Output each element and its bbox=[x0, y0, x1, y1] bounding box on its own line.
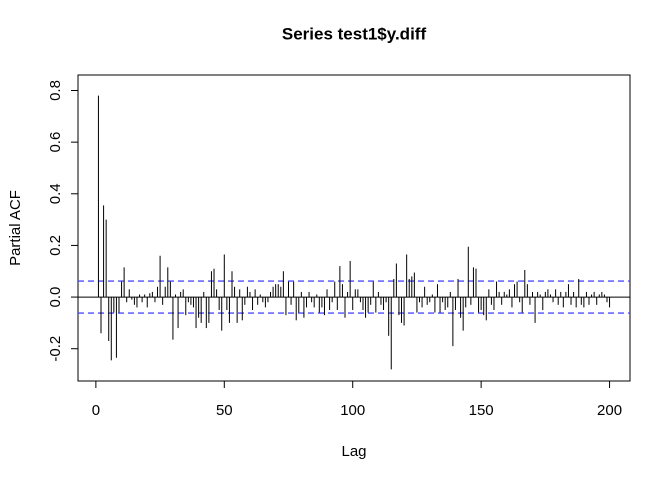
y-tick-label: 0.4 bbox=[47, 183, 64, 204]
y-tick-label: 0.6 bbox=[47, 132, 64, 153]
y-tick-label: 0.0 bbox=[47, 287, 64, 308]
x-tick-label: 200 bbox=[597, 402, 622, 419]
x-tick-label: 0 bbox=[92, 402, 100, 419]
x-axis-label: Lag bbox=[341, 443, 366, 460]
y-axis-label: Partial ACF bbox=[7, 190, 24, 266]
y-tick-label: 0.2 bbox=[47, 235, 64, 256]
plot-frame bbox=[77, 74, 631, 382]
y-tick-label: -0.2 bbox=[47, 336, 64, 362]
x-tick-label: 150 bbox=[469, 402, 494, 419]
y-tick-label: 0.8 bbox=[47, 80, 64, 101]
x-tick-label: 100 bbox=[340, 402, 365, 419]
x-tick-label: 50 bbox=[216, 402, 233, 419]
chart-title: Series test1$y.diff bbox=[282, 24, 427, 43]
